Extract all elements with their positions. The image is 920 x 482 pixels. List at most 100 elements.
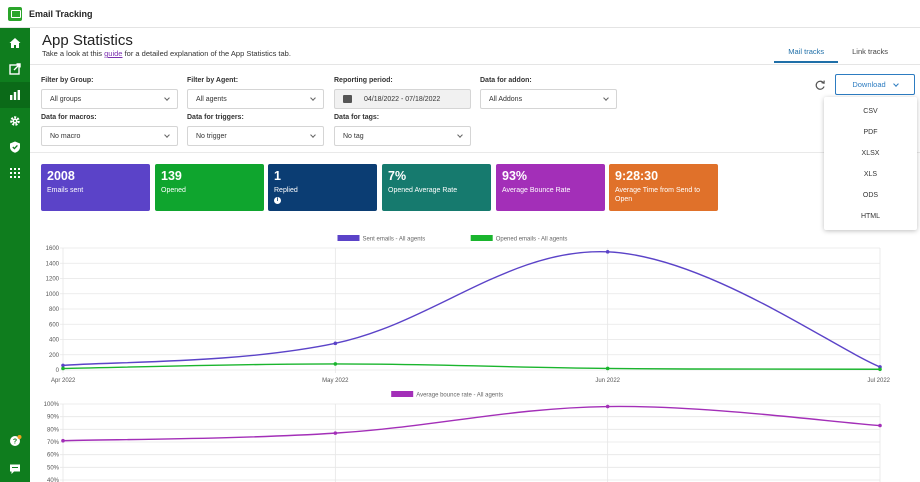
x-tick-label: Jun 2022 bbox=[595, 378, 620, 384]
stat-label: Average Bounce Rate bbox=[502, 187, 571, 194]
page-title: App Statistics bbox=[42, 32, 133, 49]
legend-label: Opened emails - All agents bbox=[496, 237, 568, 243]
charts-area: Sent emails - All agents Opened emails - … bbox=[30, 232, 920, 482]
stat-label: Emails sent bbox=[47, 187, 84, 194]
stat-value: 1 bbox=[274, 169, 281, 183]
y-tick-label: 200 bbox=[49, 353, 60, 359]
info-icon[interactable]: i bbox=[274, 197, 281, 204]
sidebar-item-settings[interactable] bbox=[0, 108, 30, 134]
legend-swatch bbox=[470, 235, 493, 241]
y-tick-label: 1000 bbox=[46, 292, 60, 298]
tags-select[interactable]: No tag bbox=[334, 126, 471, 146]
stat-label: Opened bbox=[161, 187, 186, 194]
download-label: Download bbox=[852, 80, 886, 89]
filter-group-label: Filter by Group: bbox=[41, 77, 94, 84]
stat-card-replied: 1 Replied i bbox=[268, 164, 377, 211]
chevron-down-icon bbox=[164, 132, 170, 138]
agent-select[interactable]: All agents bbox=[187, 89, 324, 109]
x-tick-label: Apr 2022 bbox=[51, 378, 76, 384]
top-bar: Email Tracking bbox=[0, 0, 920, 28]
sidebar-item-apps[interactable] bbox=[0, 160, 30, 186]
tags-select-value: No tag bbox=[343, 132, 364, 140]
app-title: Email Tracking bbox=[29, 8, 93, 19]
statistics-icon bbox=[10, 90, 20, 100]
gear-icon bbox=[10, 116, 20, 126]
y-tick-label: 90% bbox=[47, 415, 60, 421]
filter-group: Filter by Group: All groups bbox=[41, 77, 178, 109]
refresh-icon[interactable] bbox=[814, 79, 826, 91]
export-icon bbox=[9, 63, 21, 75]
sidebar-item-help[interactable]: ? bbox=[0, 428, 30, 454]
help-icon: ? bbox=[10, 435, 22, 446]
guide-link[interactable]: guide bbox=[104, 49, 123, 58]
sidebar-item-security[interactable] bbox=[0, 134, 30, 160]
filter-tags: Data for tags: No tag bbox=[334, 114, 471, 146]
subtitle-text-end: for a detailed explanation of the App St… bbox=[122, 49, 291, 58]
series-line bbox=[62, 363, 881, 370]
y-tick-label: 0 bbox=[56, 368, 60, 374]
sidebar-item-statistics[interactable] bbox=[0, 82, 30, 108]
y-tick-label: 600 bbox=[49, 322, 60, 328]
stat-value: 93% bbox=[502, 169, 528, 183]
y-tick-label: 800 bbox=[49, 307, 60, 313]
apps-grid-icon bbox=[10, 168, 20, 178]
triggers-select[interactable]: No trigger bbox=[187, 126, 324, 146]
filter-agent: Filter by Agent: All agents bbox=[187, 77, 324, 109]
subtitle-text: Take a look at this bbox=[42, 49, 105, 58]
sidebar-item-chat[interactable] bbox=[0, 456, 30, 482]
sidebar: ? bbox=[0, 28, 30, 482]
y-tick-label: 1400 bbox=[46, 261, 60, 267]
stat-value: 9:28:30 bbox=[615, 169, 659, 183]
stat-label: Average Time from Send to Open bbox=[615, 187, 701, 203]
download-button[interactable]: Download bbox=[835, 74, 915, 95]
x-tick-label: May 2022 bbox=[322, 378, 349, 384]
shield-icon bbox=[10, 141, 20, 153]
data-point bbox=[605, 366, 610, 371]
stat-label: Opened Average Rate bbox=[388, 187, 458, 194]
y-tick-label: 60% bbox=[47, 453, 60, 459]
stat-value: 7% bbox=[388, 169, 407, 183]
period-date-range[interactable]: 04/18/2022 - 07/18/2022 bbox=[334, 89, 471, 109]
stat-value: 2008 bbox=[47, 169, 75, 183]
series-line bbox=[62, 405, 881, 442]
chevron-down-icon bbox=[457, 132, 463, 138]
stat-card-bounce-rate: 93% Average Bounce Rate bbox=[496, 164, 605, 211]
calendar-icon bbox=[343, 95, 352, 103]
series-line bbox=[62, 251, 881, 368]
group-select[interactable]: All groups bbox=[41, 89, 178, 109]
filter-period: Reporting period: 04/18/2022 - 07/18/202… bbox=[334, 77, 471, 109]
chevron-down-icon bbox=[310, 95, 316, 101]
filter-addon-label: Data for addon: bbox=[480, 77, 532, 84]
svg-text:?: ? bbox=[13, 439, 17, 446]
stat-card-emails-sent: 2008 Emails sent bbox=[41, 164, 150, 211]
x-tick-label: Jul 2022 bbox=[867, 378, 890, 384]
sidebar-item-export[interactable] bbox=[0, 56, 30, 82]
download-option-html[interactable]: HTML bbox=[860, 213, 881, 220]
legend-swatch bbox=[337, 235, 360, 241]
data-point bbox=[61, 363, 65, 368]
stat-card-opened-rate: 7% Opened Average Rate bbox=[382, 164, 491, 211]
download-option-xlsx[interactable]: XLSX bbox=[861, 150, 880, 157]
sidebar-item-home[interactable] bbox=[0, 30, 30, 56]
home-icon bbox=[9, 38, 21, 48]
filter-triggers: Data for triggers: No trigger bbox=[187, 114, 324, 146]
page-subtitle: Take a look at this guide for a detailed… bbox=[42, 49, 291, 58]
agent-select-value: All agents bbox=[196, 95, 227, 103]
stat-value: 139 bbox=[161, 169, 182, 183]
tab-mail-tracks[interactable]: Mail tracks bbox=[774, 47, 839, 63]
legend-label: Sent emails - All agents bbox=[363, 237, 426, 243]
filter-macros: Data for macros: No macro bbox=[41, 114, 178, 146]
download-option-ods[interactable]: ODS bbox=[862, 192, 879, 199]
download-option-xls[interactable]: XLS bbox=[863, 171, 878, 178]
stat-label: Replied bbox=[274, 187, 298, 194]
tabs: Mail tracks Link tracks bbox=[774, 47, 902, 63]
download-option-csv[interactable]: CSV bbox=[863, 108, 878, 115]
data-point bbox=[333, 362, 338, 366]
macros-select[interactable]: No macro bbox=[41, 126, 178, 146]
y-tick-label: 70% bbox=[47, 440, 60, 446]
chevron-down-icon bbox=[892, 80, 899, 87]
tab-link-tracks[interactable]: Link tracks bbox=[852, 47, 888, 56]
addon-select[interactable]: All Addons bbox=[480, 89, 617, 109]
download-option-pdf[interactable]: PDF bbox=[863, 129, 878, 136]
chevron-down-icon bbox=[164, 95, 170, 101]
